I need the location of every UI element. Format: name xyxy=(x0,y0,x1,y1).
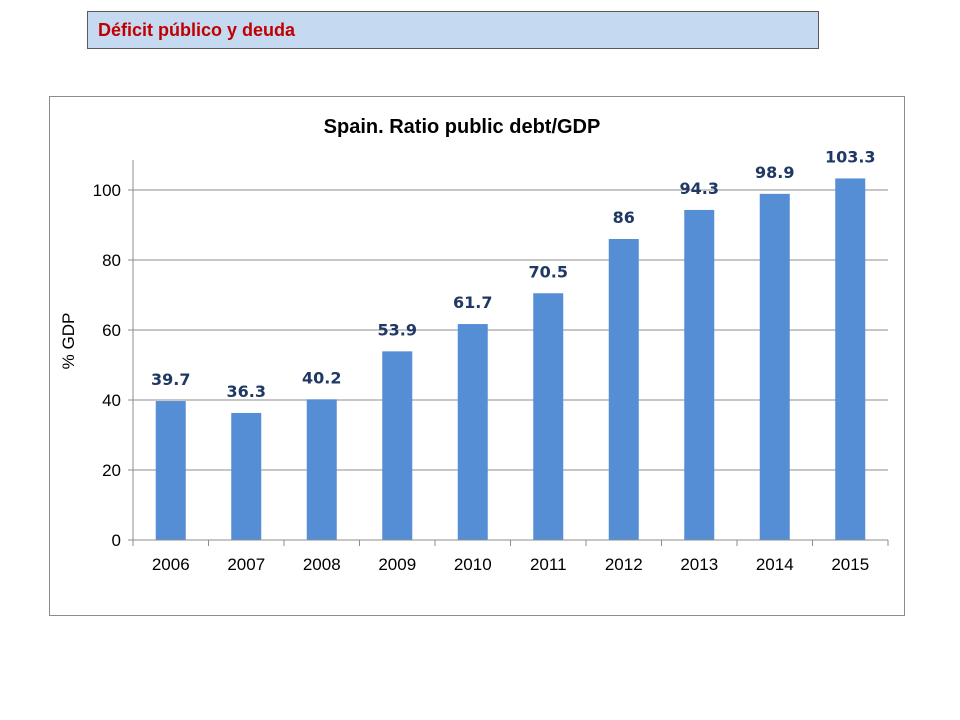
x-tick-labels: 2006 2007 2008 2009 2010 2011 2012 2013 2014 2015 xyxy=(152,555,869,574)
x-tick-label: 2013 xyxy=(680,555,718,574)
bar-2015 xyxy=(835,178,866,540)
data-label-2015: 103.3 xyxy=(825,147,876,166)
bars xyxy=(155,178,866,540)
data-label-2013: 94.3 xyxy=(680,179,719,198)
bar-2007 xyxy=(231,412,262,540)
y-axis-title: % GDP xyxy=(59,313,78,370)
data-label-2008: 40.2 xyxy=(302,368,341,387)
y-tick-labels: 0 20 40 60 80 100 xyxy=(93,181,121,550)
y-tick-label: 20 xyxy=(102,461,121,480)
x-tick-label: 2009 xyxy=(378,555,416,574)
bar-2014 xyxy=(759,193,790,540)
data-label-2006: 39.7 xyxy=(151,370,190,389)
x-tick-label: 2008 xyxy=(303,555,341,574)
data-label-2007: 36.3 xyxy=(227,382,266,401)
x-tick-label: 2014 xyxy=(756,555,794,574)
bar-2011 xyxy=(533,293,564,540)
debt-ratio-chart: Spain. Ratio public debt/GDP 39.7 36.3 40.… xyxy=(59,116,889,574)
y-tick-label: 80 xyxy=(102,251,121,270)
axes xyxy=(128,160,889,546)
y-tick-label: 0 xyxy=(112,531,121,550)
data-label-2011: 70.5 xyxy=(529,262,568,281)
chart-title: Spain. Ratio public debt/GDP xyxy=(324,116,601,138)
bar-2009 xyxy=(382,351,413,540)
x-tick-label: 2010 xyxy=(454,555,492,574)
bar-2010 xyxy=(457,324,488,540)
x-tick-label: 2006 xyxy=(152,555,190,574)
y-tick-label: 60 xyxy=(102,321,121,340)
x-tick-label: 2015 xyxy=(831,555,869,574)
y-tick-label: 40 xyxy=(102,391,121,410)
data-label-2014: 98.9 xyxy=(755,163,794,182)
bar-2006 xyxy=(155,401,186,540)
data-label-2009: 53.9 xyxy=(378,320,417,339)
y-tick-label: 100 xyxy=(93,181,121,200)
bar-2013 xyxy=(684,209,715,540)
bar-2012 xyxy=(608,239,639,540)
header-banner: Déficit público y deuda xyxy=(87,11,819,49)
bar-2008 xyxy=(306,399,337,540)
x-tick-label: 2012 xyxy=(605,555,643,574)
x-tick-label: 2011 xyxy=(530,555,567,574)
data-labels: 39.7 36.3 40.2 53.9 61.7 70.5 86 94.3 98.9 103.3 xyxy=(151,147,876,401)
data-label-2010: 61.7 xyxy=(453,293,492,312)
page-title: Déficit público y deuda xyxy=(98,20,296,40)
x-tick-label: 2007 xyxy=(227,555,265,574)
data-label-2012: 86 xyxy=(613,208,635,227)
chart-frame: Spain. Ratio public debt/GDP 39.7 36.3 40.… xyxy=(49,96,905,616)
